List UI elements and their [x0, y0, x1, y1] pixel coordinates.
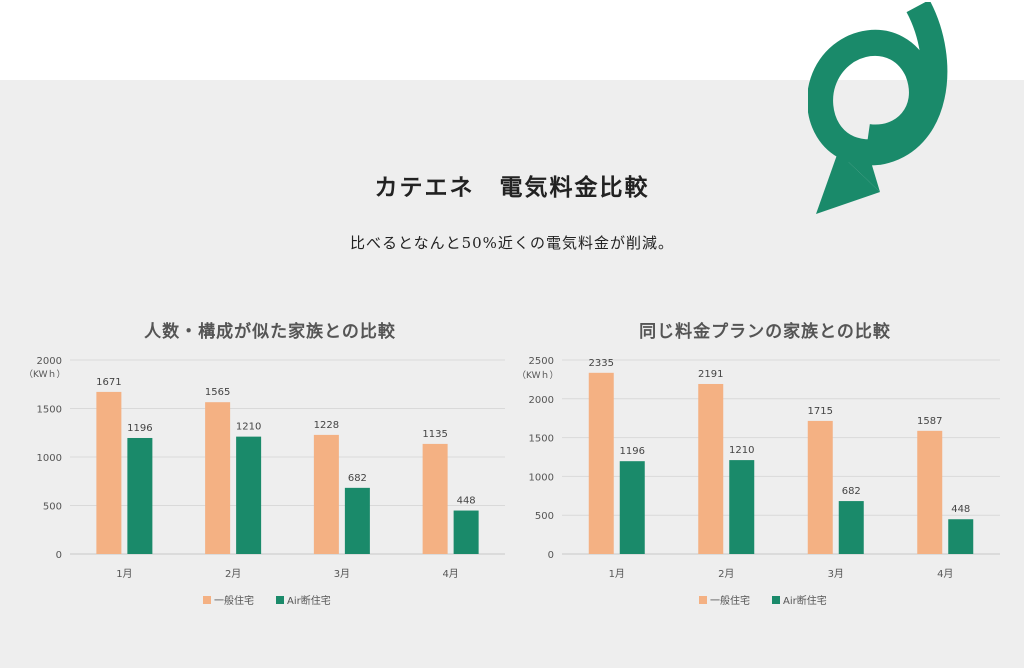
x-tick-label: 2月 — [718, 568, 734, 580]
data-label: 682 — [842, 486, 861, 497]
bar-airdan — [236, 436, 262, 554]
legend-label: 一般住宅 — [214, 594, 254, 607]
page-title: カテエネ 電気料金比較 — [374, 174, 650, 201]
chart1-title: 人数・構成が似た家族との比較 — [144, 322, 396, 342]
y-axis-unit: （KWｈ） — [24, 369, 65, 380]
bar-airdan — [344, 487, 370, 554]
page-subtitle: 比べるとなんと50%近くの電気料金が削減。 — [350, 234, 674, 252]
x-tick-label: 2月 — [225, 568, 241, 580]
x-tick-label: 1月 — [609, 568, 625, 580]
y-tick-label: 2000 — [529, 395, 554, 406]
data-label: 1210 — [729, 445, 754, 456]
bar-airdan — [127, 437, 153, 554]
x-tick-label: 4月 — [442, 568, 458, 580]
x-tick-label: 1月 — [116, 568, 132, 580]
y-tick-label: 500 — [535, 511, 554, 522]
chart2-title: 同じ料金プランの家族との比較 — [639, 322, 891, 342]
legend-label: Air断住宅 — [783, 594, 827, 607]
bar-general — [313, 434, 339, 554]
y-axis-unit: （KWｈ） — [517, 370, 558, 381]
chart-similar-family: 0 500 1000 1500 2000 （KWｈ） 1671 1196 1月 1565 1210 2… — [24, 356, 505, 607]
data-label: 682 — [348, 473, 367, 484]
data-label: 448 — [457, 496, 476, 507]
chart-same-plan: 0 500 1000 1500 2000 2500 （KWｈ） 2335 1196 1月 2191 1… — [517, 356, 1000, 607]
arrow-logo-icon — [808, 2, 948, 214]
bar-general — [807, 420, 833, 554]
legend-swatch — [699, 596, 707, 604]
data-label: 1135 — [422, 429, 447, 440]
bar-general — [422, 443, 448, 554]
bar-airdan — [619, 461, 645, 554]
y-tick-label: 1000 — [529, 472, 554, 483]
y-tick-label: 500 — [43, 502, 62, 513]
bar-general — [917, 430, 943, 554]
data-label: 1196 — [127, 423, 152, 434]
bar-airdan — [838, 501, 864, 554]
data-label: 1565 — [205, 387, 230, 398]
x-tick-label: 4月 — [937, 568, 953, 580]
legend-swatch — [203, 596, 211, 604]
data-label: 1228 — [314, 420, 339, 431]
bar-general — [205, 402, 231, 554]
data-label: 2335 — [589, 358, 614, 369]
legend-label: 一般住宅 — [710, 594, 750, 607]
legend-label: Air断住宅 — [287, 594, 331, 607]
bar-airdan — [948, 519, 974, 554]
y-tick-label: 2500 — [529, 356, 554, 367]
y-tick-label: 2000 — [37, 356, 62, 367]
bar-general — [588, 372, 614, 554]
bar-general — [698, 383, 724, 554]
y-tick-label: 1500 — [37, 405, 62, 416]
bar-airdan — [453, 510, 479, 554]
legend-swatch — [276, 596, 284, 604]
data-label: 448 — [951, 504, 970, 515]
legend-swatch — [772, 596, 780, 604]
data-label: 1587 — [917, 416, 942, 427]
data-label: 1671 — [96, 377, 121, 388]
data-label: 1210 — [236, 422, 261, 433]
data-label: 2191 — [698, 369, 723, 380]
x-tick-label: 3月 — [334, 568, 350, 580]
bar-airdan — [729, 460, 755, 554]
y-tick-label: 0 — [56, 550, 62, 561]
y-tick-label: 0 — [548, 550, 554, 561]
data-label: 1715 — [808, 406, 833, 417]
y-tick-label: 1000 — [37, 453, 62, 464]
data-label: 1196 — [620, 446, 645, 457]
y-tick-label: 1500 — [529, 434, 554, 445]
x-tick-label: 3月 — [828, 568, 844, 580]
bar-general — [96, 391, 122, 554]
